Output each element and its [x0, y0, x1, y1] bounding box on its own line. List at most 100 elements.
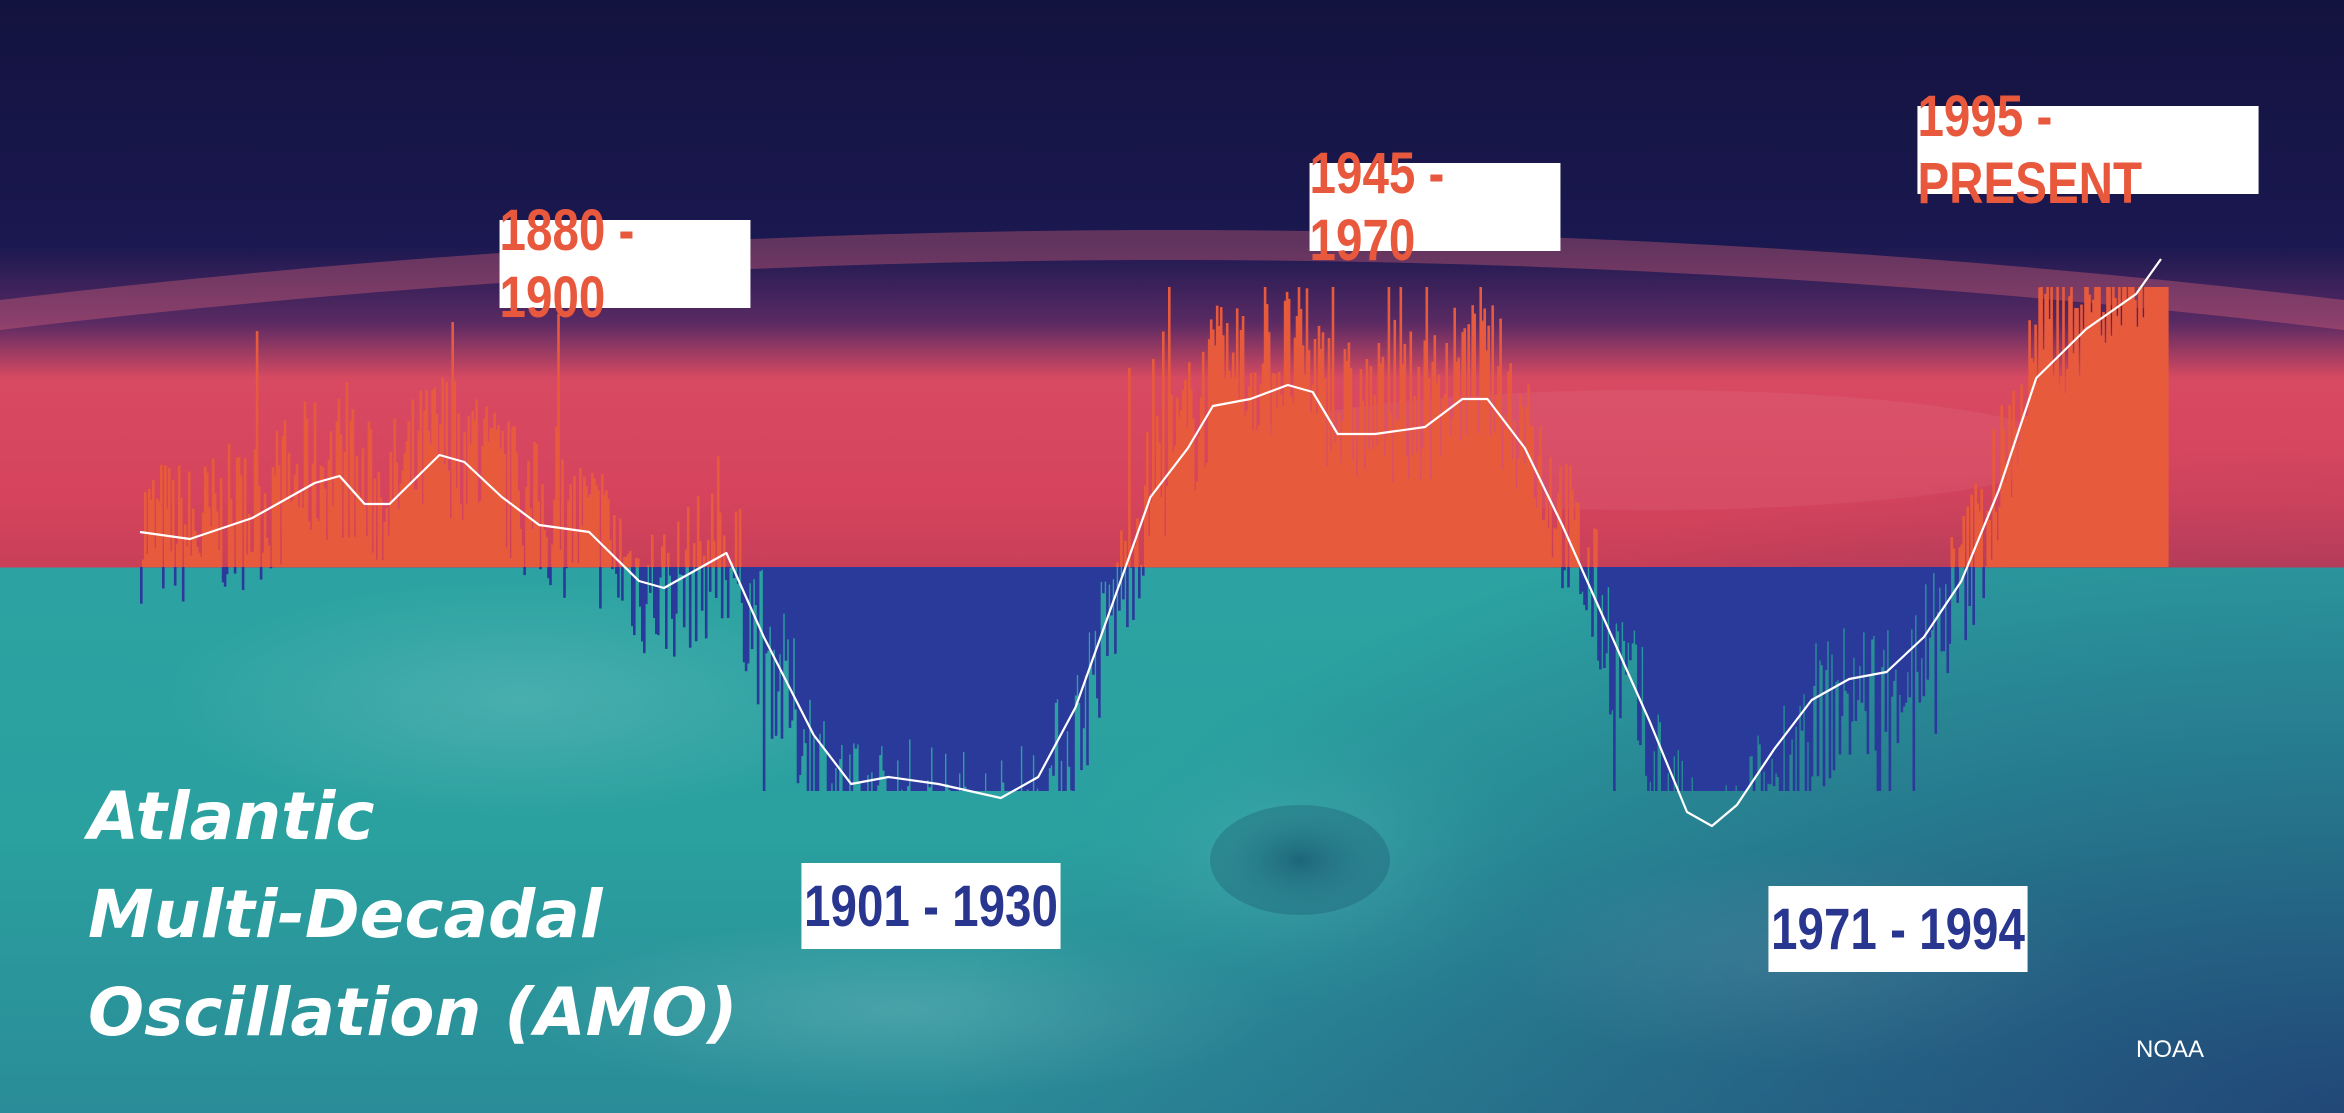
- warm-anomaly-bar: [1509, 363, 1512, 567]
- warm-anomaly-bar: [237, 456, 241, 567]
- cool-anomaly-bar: [934, 567, 937, 791]
- warm-anomaly-bar: [275, 431, 279, 567]
- cool-anomaly-bar: [1040, 567, 1043, 791]
- warm-anomaly-bar: [1419, 479, 1423, 567]
- cool-anomaly-bar: [948, 567, 951, 790]
- warm-anomaly-bar: [521, 545, 524, 567]
- cool-anomaly-bar: [932, 567, 936, 791]
- cool-anomaly-bar: [1643, 567, 1646, 709]
- cool-anomaly-bar: [1084, 567, 1087, 676]
- cool-anomaly-bar: [758, 567, 762, 572]
- cool-anomaly-bar: [838, 567, 842, 760]
- cool-anomaly-bar: [1744, 567, 1748, 791]
- cool-anomaly-bar: [994, 567, 997, 791]
- warm-anomaly-bar: [2152, 287, 2155, 567]
- warm-anomaly-bar: [722, 535, 726, 567]
- cool-anomaly-bar: [649, 567, 652, 593]
- warm-anomaly-bar: [2146, 287, 2149, 567]
- cool-anomaly-bar: [840, 567, 844, 745]
- cool-anomaly-bar: [854, 567, 858, 749]
- cool-anomaly-bar: [1579, 567, 1582, 595]
- cool-anomaly-bar: [1840, 567, 1844, 717]
- warm-anomaly-bar: [1461, 332, 1464, 567]
- cool-anomaly-bar: [1096, 567, 1099, 699]
- cool-anomaly-bar: [942, 567, 945, 791]
- cool-anomaly-bar: [1689, 567, 1692, 791]
- warm-anomaly-bar: [1235, 308, 1239, 567]
- warm-anomaly-bar: [1453, 307, 1456, 567]
- cool-anomaly-bar: [225, 567, 229, 575]
- cool-anomaly-bar: [794, 567, 798, 710]
- warm-anomaly-bar: [1249, 373, 1253, 567]
- warm-anomaly-bar: [1381, 356, 1385, 567]
- warm-anomaly-bar: [1140, 564, 1143, 567]
- cool-anomaly-bar: [1583, 567, 1586, 605]
- warm-anomaly-bar: [1347, 342, 1351, 567]
- warm-anomaly-bar: [1146, 432, 1149, 567]
- warm-anomaly-bar: [661, 546, 664, 567]
- cool-anomaly-bar: [1679, 567, 1682, 791]
- warm-anomaly-bar: [385, 507, 389, 567]
- cool-anomaly-bar: [972, 567, 975, 791]
- warm-anomaly-bar: [203, 466, 207, 567]
- warm-anomaly-bar: [445, 382, 448, 567]
- warm-anomaly-bar: [351, 409, 355, 567]
- cool-anomaly-bar: [958, 567, 961, 774]
- warm-anomaly-bar: [1303, 374, 1307, 567]
- warm-anomaly-bar: [1265, 304, 1269, 567]
- cool-anomaly-bar: [1623, 567, 1626, 641]
- cool-anomaly-bar: [221, 567, 225, 583]
- warm-anomaly-bar: [519, 528, 522, 567]
- cool-anomaly-bar: [812, 567, 816, 738]
- warm-anomaly-bar: [249, 552, 253, 567]
- warm-anomaly-bar: [1213, 345, 1217, 567]
- warm-anomaly-bar: [2012, 390, 2015, 567]
- warm-anomaly-bar: [321, 467, 325, 567]
- warm-anomaly-bar: [1305, 288, 1309, 567]
- cool-anomaly-bar: [1653, 567, 1656, 752]
- warm-anomaly-bar: [2110, 335, 2113, 567]
- warm-anomaly-bar: [471, 411, 474, 567]
- cool-anomaly-bar: [1706, 567, 1710, 791]
- warm-anomaly-bar: [1373, 395, 1377, 567]
- warm-anomaly-bar: [677, 521, 680, 567]
- warm-anomaly-bar: [1363, 469, 1367, 567]
- warm-anomaly-bar: [1555, 528, 1558, 567]
- warm-anomaly-bar: [365, 536, 369, 567]
- warm-anomaly-bar: [193, 531, 197, 567]
- warm-anomaly-bar: [345, 382, 349, 567]
- warm-anomaly-bar: [2130, 287, 2133, 567]
- warm-anomaly-bar: [706, 539, 710, 567]
- warm-anomaly-bar: [377, 472, 381, 567]
- cool-anomaly-bar: [846, 567, 850, 791]
- warm-anomaly-bar: [1547, 528, 1550, 567]
- cool-anomaly-bar: [1110, 567, 1113, 616]
- warm-anomaly-bar: [1513, 421, 1516, 567]
- cool-anomaly-bar: [1858, 567, 1862, 666]
- cool-anomaly-bar: [952, 567, 955, 791]
- warm-anomaly-bar: [577, 562, 580, 567]
- warm-anomaly-bar: [702, 555, 706, 567]
- cool-anomaly-bar: [659, 567, 662, 578]
- cool-anomaly-bar: [1683, 567, 1686, 791]
- cool-anomaly-bar: [870, 567, 874, 773]
- cool-anomaly-bar: [1088, 567, 1091, 633]
- warm-anomaly-bar: [1387, 287, 1391, 567]
- cool-anomaly-bar: [1930, 567, 1934, 631]
- warm-anomaly-bar: [1499, 318, 1502, 567]
- cool-anomaly-bar: [1856, 567, 1860, 701]
- warm-anomaly-bar: [2138, 287, 2141, 567]
- warm-anomaly-bar: [1469, 400, 1472, 567]
- period-label-1971-1994: 1971 - 1994: [1768, 886, 2028, 972]
- warm-anomaly-bar: [429, 443, 432, 567]
- cool-anomaly-bar: [1728, 567, 1732, 791]
- warm-anomaly-bar: [142, 559, 145, 567]
- cool-anomaly-bar: [1780, 567, 1784, 791]
- warm-anomaly-bar: [381, 560, 385, 567]
- cool-anomaly-bar: [1048, 567, 1051, 769]
- cool-anomaly-bar: [1655, 567, 1658, 791]
- warm-anomaly-bar: [1409, 331, 1413, 567]
- warm-anomaly-bar: [1389, 412, 1393, 567]
- warm-anomaly-bar: [1120, 530, 1123, 567]
- warm-anomaly-bar: [1535, 507, 1538, 567]
